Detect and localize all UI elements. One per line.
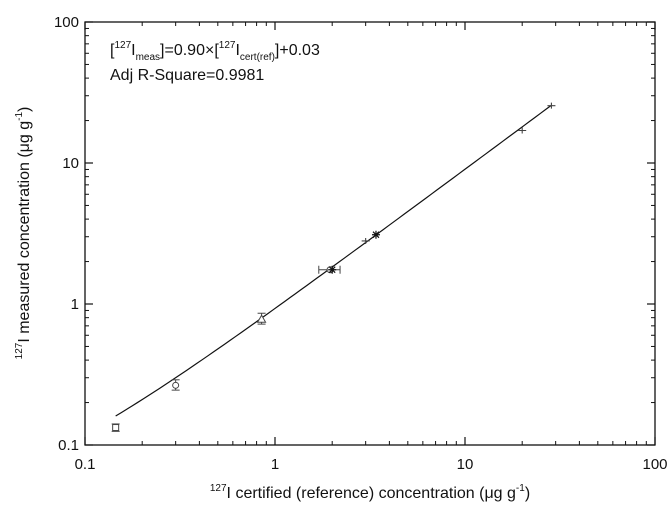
data-point [518,127,527,134]
x-axis: 0.1 1 10 100 [75,22,668,473]
x-tick-label: 100 [642,456,667,473]
triangle-marker [256,314,267,323]
plus-marker [547,102,556,109]
data-point [361,237,370,244]
y-axis-label: 127I measured concentration (μg g-1) [14,107,33,360]
data-point [547,102,556,109]
x-tick-label: 0.1 [75,456,96,473]
data-points-layer [111,102,556,432]
data-point [171,379,180,391]
square-marker [112,424,120,432]
data-point [111,423,120,432]
plus-marker [518,127,527,134]
y-tick-label: 10 [62,155,79,172]
plot-frame [84,21,656,446]
r-square-annotation: Adj R-Square=0.9981 [110,67,264,84]
star-marker [328,265,337,274]
fit-line [115,104,552,417]
y-tick-label: 0.1 [58,437,79,454]
fit-line-layer [115,104,552,417]
circle-marker [172,381,180,389]
plus-marker [361,237,370,244]
x-tick-label: 1 [271,456,279,473]
data-point [256,312,267,325]
data-point [371,230,380,239]
x-tick-label: 10 [457,456,474,473]
y-tick-label: 100 [54,14,79,31]
equation-annotation: [127Imeas]=0.90×[127Icert(ref)]+0.03 [110,40,320,63]
data-point [328,265,337,274]
x-axis-label: 127I certified (reference) concentration… [210,483,530,502]
y-tick-label: 1 [71,296,79,313]
y-axis: 0.1 1 10 100 [54,14,655,454]
star-marker [371,230,380,239]
